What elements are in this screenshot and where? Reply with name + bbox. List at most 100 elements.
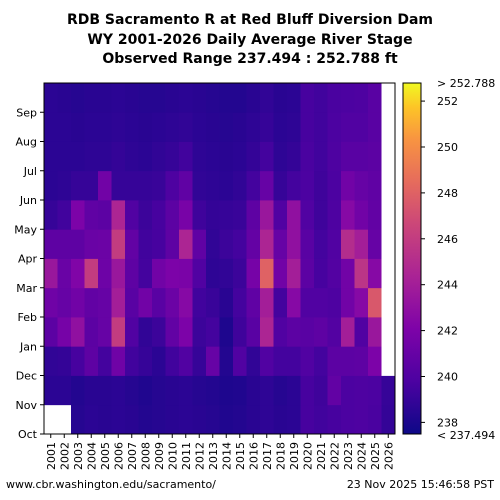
heatmap-cell: [125, 346, 139, 376]
heatmap-cell: [125, 112, 139, 142]
x-tick-label: 2006: [112, 442, 125, 470]
heatmap-cell: [354, 258, 369, 289]
heatmap-cell: [179, 375, 193, 406]
heatmap-cell: [314, 200, 328, 230]
heatmap-cell: [368, 404, 382, 435]
y-tick-label: Dec: [16, 370, 37, 383]
y-tick-label: Mar: [16, 282, 37, 295]
chart-title-line-2: WY 2001-2026 Daily Average River Stage: [87, 32, 413, 48]
heatmap-cell: [165, 141, 180, 172]
heatmap-cell: [287, 404, 301, 435]
x-tick-label: 2005: [99, 442, 112, 470]
heatmap-cell: [381, 404, 396, 435]
x-tick-label: 2021: [315, 442, 328, 470]
heatmap-cell: [368, 287, 382, 318]
heatmap-cell: [341, 112, 355, 142]
heatmap-cell: [341, 200, 355, 230]
heatmap-cell: [341, 375, 355, 406]
heatmap-cell: [192, 141, 207, 172]
colorbar: > 252.788 < 237.494 238 240 242 244 246 248 25…: [402, 77, 495, 442]
heatmap-cell: [192, 170, 207, 201]
heatmap-cell: [368, 200, 382, 230]
heatmap-cell: [179, 404, 193, 435]
heatmap-cell: [111, 83, 126, 113]
heatmap-cell: [84, 83, 99, 113]
heatmap-cell: [98, 170, 112, 201]
heatmap-cell: [327, 200, 342, 230]
heatmap-cell: [84, 404, 99, 435]
heatmap-cell: [273, 170, 288, 201]
heatmap-cell: [233, 229, 247, 259]
heatmap-cell: [233, 287, 247, 318]
heatmap-cell: [165, 170, 180, 201]
heatmap-cell: [206, 229, 220, 259]
heatmap-cell: [368, 141, 382, 172]
heatmap-cell: [138, 258, 153, 289]
heatmap-cell: [84, 317, 99, 347]
heatmap-cell: [354, 112, 369, 142]
heatmap-cell: [57, 83, 72, 113]
heatmap-cell: [152, 346, 166, 376]
heatmap-cell: [44, 375, 58, 406]
heatmap-cell: [206, 317, 220, 347]
heatmap-cell: [152, 83, 166, 113]
heatmap-cell: [44, 404, 58, 435]
heatmap-cell: [273, 83, 288, 113]
heatmap-cell: [206, 258, 220, 289]
heatmap-cell: [287, 375, 301, 406]
heatmap-cell: [44, 200, 58, 230]
heatmap-cell: [152, 229, 166, 259]
heatmap-cell: [354, 170, 369, 201]
heatmap-cell: [57, 229, 72, 259]
heatmap-cell: [165, 200, 180, 230]
heatmap-cell: [260, 83, 274, 113]
heatmap-cell: [273, 375, 288, 406]
heatmap-cell: [152, 258, 166, 289]
heatmap-cell: [84, 258, 99, 289]
heatmap-cell: [138, 375, 153, 406]
colorbar-tick-label: 238: [437, 416, 458, 429]
heatmap-cell: [273, 317, 288, 347]
heatmap-cell: [125, 141, 139, 172]
heatmap-cell: [179, 83, 193, 113]
heatmap-cell: [381, 375, 396, 406]
x-tick-label: 2019: [288, 442, 301, 470]
heatmap-cell: [354, 287, 369, 318]
x-tick-label: 2026: [382, 442, 395, 470]
heatmap-cell: [165, 375, 180, 406]
heatmap-cell: [354, 346, 369, 376]
heatmap-cell: [287, 112, 301, 142]
y-tick-label: Oct: [18, 428, 38, 441]
heatmap-cell: [71, 229, 85, 259]
heatmap-cell: [327, 404, 342, 435]
colorbar-tick-label: 252: [437, 95, 458, 108]
heatmap-cell: [368, 83, 382, 113]
heatmap-cell: [327, 83, 342, 113]
heatmap-cell: [314, 287, 328, 318]
heatmap-cell: [125, 200, 139, 230]
x-tick-label: 2022: [328, 442, 341, 470]
heatmap-cell: [57, 404, 72, 435]
heatmap-cell: [246, 170, 261, 201]
heatmap-cell: [57, 287, 72, 318]
heatmap-cell: [179, 141, 193, 172]
heatmap-cell: [233, 317, 247, 347]
heatmap-cell: [327, 346, 342, 376]
heatmap-cell: [71, 346, 85, 376]
x-tick-label: 2018: [274, 442, 287, 470]
x-axis: 2001 2002 2003 2004 2005 2006 2007 2008 2009 2010…: [45, 434, 395, 470]
y-tick-label: Aug: [16, 136, 37, 149]
heatmap-cell: [287, 346, 301, 376]
heatmap-cell: [125, 229, 139, 259]
colorbar-tick-label: 250: [437, 141, 458, 154]
heatmap-cell: [111, 346, 126, 376]
colorbar-tick-label: 244: [437, 279, 458, 292]
heatmap-cell: [219, 200, 234, 230]
x-tick-label: 2010: [166, 442, 179, 470]
heatmap-cell: [192, 229, 207, 259]
heatmap-cell: [354, 317, 369, 347]
heatmap-cell: [98, 287, 112, 318]
heatmap-cell: [314, 317, 328, 347]
heatmap-cell: [260, 112, 274, 142]
heatmap-cell: [98, 141, 112, 172]
